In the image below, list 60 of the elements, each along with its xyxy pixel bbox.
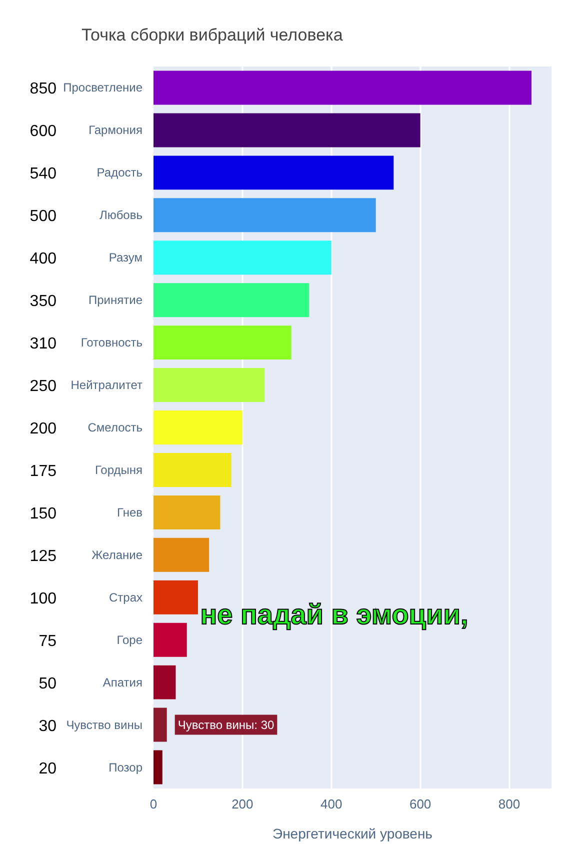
bar bbox=[154, 538, 210, 572]
bar bbox=[154, 70, 532, 105]
y-tick-label: Чувство вины bbox=[66, 718, 142, 732]
y-tick-label: Нейтралитет bbox=[70, 378, 144, 392]
data-label: 250 bbox=[30, 378, 57, 396]
annotation: Чувство вины: 30 bbox=[178, 718, 274, 732]
y-tick-label: Горе bbox=[116, 632, 143, 647]
data-label: 125 bbox=[30, 548, 57, 565]
bar bbox=[154, 665, 176, 700]
data-label: 20 bbox=[38, 760, 57, 778]
x-axis-title: Энергетический уровень bbox=[272, 826, 432, 842]
data-label: 200 bbox=[30, 420, 57, 438]
data-label: 850 bbox=[30, 80, 57, 98]
data-label: 600 bbox=[30, 123, 57, 140]
y-tick-label: Готовность bbox=[80, 336, 143, 350]
data-label: 500 bbox=[30, 208, 57, 226]
y-tick-label: Желание bbox=[92, 548, 143, 562]
y-tick-label: Гнев bbox=[117, 505, 142, 520]
y-tick-label: Смелость bbox=[88, 420, 142, 434]
y-tick-label: Апатия bbox=[102, 675, 142, 690]
bar bbox=[154, 283, 310, 318]
data-label: 75 bbox=[38, 632, 57, 650]
data-label: 400 bbox=[30, 250, 57, 268]
x-tick-label: 400 bbox=[320, 796, 342, 812]
bar bbox=[154, 240, 332, 275]
bar bbox=[154, 198, 376, 232]
x-tick-label: 800 bbox=[498, 796, 520, 812]
bar bbox=[154, 368, 265, 402]
y-tick-label: Разум bbox=[108, 250, 143, 265]
bar bbox=[154, 708, 167, 742]
data-label: 100 bbox=[30, 590, 57, 608]
x-tick-label: 200 bbox=[232, 796, 254, 812]
y-tick-label: Гордыня bbox=[94, 462, 143, 477]
bar bbox=[154, 495, 220, 530]
x-tick-label: 0 bbox=[150, 796, 158, 812]
y-tick-label: Принятие bbox=[88, 293, 143, 308]
y-tick-label: Радость bbox=[96, 166, 142, 180]
bar bbox=[154, 113, 420, 148]
data-label: 30 bbox=[38, 718, 57, 735]
bar bbox=[154, 156, 394, 190]
bar bbox=[154, 452, 232, 487]
y-tick-label: Позор bbox=[108, 760, 143, 774]
data-label: 50 bbox=[38, 675, 57, 692]
bar bbox=[154, 326, 292, 360]
data-label: 175 bbox=[30, 462, 57, 480]
data-label: 350 bbox=[30, 293, 57, 310]
data-label: 150 bbox=[30, 505, 57, 522]
y-tick-label: Любовь bbox=[99, 208, 143, 222]
bar bbox=[154, 622, 187, 657]
bar bbox=[154, 750, 162, 784]
data-label: 310 bbox=[30, 336, 57, 353]
chart-title: Точка сборки вибраций человека bbox=[82, 26, 344, 44]
y-tick-label: Гармония bbox=[88, 123, 143, 138]
bar bbox=[154, 410, 242, 444]
y-tick-label: Просветление bbox=[63, 80, 143, 95]
y-tick-label: Страх bbox=[108, 590, 143, 604]
annotation: не падай в эмоции, bbox=[200, 598, 468, 630]
bar bbox=[154, 580, 198, 614]
x-tick-label: 600 bbox=[409, 796, 432, 812]
data-label: 540 bbox=[30, 166, 57, 183]
